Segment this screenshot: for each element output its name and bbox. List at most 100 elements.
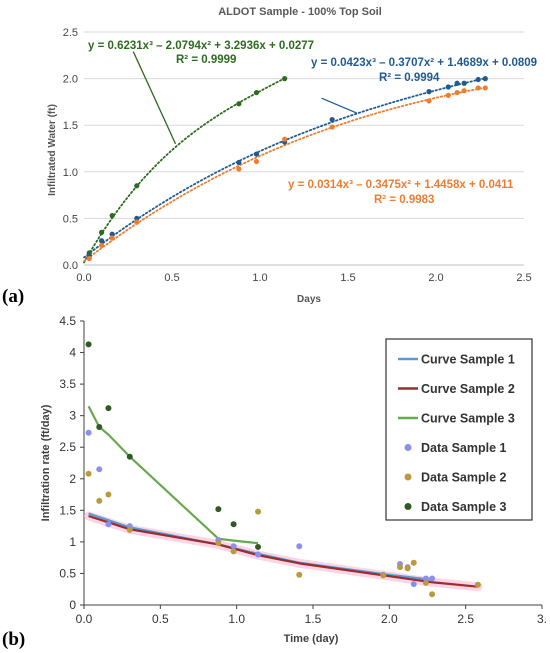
point-blue: [253, 151, 260, 157]
chart-a-y-axis-title: Infiltrated Water (ft): [47, 104, 58, 196]
data-sample-2-point: [397, 564, 404, 571]
x-tick-label: 0.0: [76, 272, 91, 284]
x-tick-label: 2.5: [516, 272, 531, 284]
point-blue: [134, 215, 140, 221]
legend-marker-swatch: [404, 503, 412, 510]
data-sample-1-point: [96, 466, 103, 473]
data-sample-1-point: [410, 581, 417, 588]
chart-b-x-ticks: 0.0 0.5 1.0 1.5 2.0 2.5 3.: [76, 612, 547, 626]
chart-a-gridlines: [84, 31, 524, 219]
y-tick-label: 2.0: [63, 74, 78, 86]
y-tick-label: 3.5: [59, 377, 76, 391]
legend-label: Curve Sample 2: [421, 382, 515, 396]
data-sample-2-point: [429, 591, 436, 598]
chart-a-trendlines: [83, 77, 487, 264]
legend-label: Data Sample 1: [421, 441, 507, 455]
point-green: [253, 89, 260, 96]
leader-line-green: [132, 51, 177, 145]
x-tick-label: 1.5: [340, 272, 355, 284]
data-sample-2-point: [404, 565, 411, 572]
x-tick-label: 2.5: [457, 612, 474, 626]
point-blue: [475, 76, 481, 83]
equation-label-orange: y = 0.0314x³ – 0.3475x² + 1.4458x + 0.04…: [288, 179, 514, 206]
point-orange: [282, 136, 288, 142]
y-tick-label: 4: [69, 346, 76, 360]
point-blue: [461, 80, 467, 86]
legend-label: Data Sample 3: [421, 500, 507, 514]
chart-a-x-ticks: 0.0 0.5 1.0 1.5 2.0 2.5: [76, 272, 531, 284]
point-green: [282, 76, 288, 82]
point-blue: [482, 76, 488, 82]
curve-sample-2-halo: [84, 511, 483, 592]
r2-green: R² = 0.9999: [176, 54, 236, 66]
x-tick-label: 1.0: [228, 612, 245, 626]
data-sample-1-point: [255, 551, 262, 558]
point-blue: [426, 89, 432, 95]
y-tick-label: 0.5: [59, 566, 76, 580]
point-orange: [445, 92, 451, 98]
equation-blue: y = 0.0423x³ – 0.3707x² + 1.4689x + 0.08…: [311, 57, 537, 69]
chart-a-x-axis-title: Days: [297, 294, 321, 305]
point-orange: [109, 235, 115, 241]
chart-b-axes: [80, 320, 543, 609]
x-tick-label: 1.5: [305, 612, 322, 626]
point-orange: [86, 255, 92, 262]
r2-orange: R² = 0.9983: [374, 194, 434, 206]
equation-green: y = 0.6231x³ – 2.0794x² + 3.2936x + 0.02…: [88, 40, 314, 52]
chart-a-leader-lines: [132, 51, 358, 145]
data-sample-1-point: [230, 543, 237, 550]
legend-entry: Data Sample 1: [404, 441, 507, 455]
data-sample-1-point: [105, 521, 112, 528]
x-tick-label: 1.0: [252, 272, 267, 284]
point-orange: [454, 89, 460, 96]
legend-entries: Curve Sample 1 Curve Sample 2 Curve Sample…: [398, 353, 515, 514]
x-tick-label: 0.0: [76, 612, 93, 626]
x-tick-label: 0.5: [152, 612, 169, 626]
point-green: [99, 229, 105, 235]
data-sample-2-point: [96, 497, 103, 504]
point-orange: [99, 242, 105, 249]
data-sample-1-point: [296, 543, 303, 550]
point-blue: [329, 117, 335, 123]
data-sample-2-point: [126, 526, 133, 533]
y-tick-label: 0.0: [63, 260, 78, 272]
panel-label-a: (a): [2, 286, 24, 307]
chart-a-points: [86, 76, 488, 262]
data-sample-3-point: [126, 453, 133, 460]
equation-label-green: y = 0.6231x³ – 2.0794x² + 3.2936x + 0.02…: [88, 40, 314, 66]
equation-orange: y = 0.0314x³ – 0.3475x² + 1.4458x + 0.04…: [288, 179, 514, 191]
point-green: [236, 101, 242, 107]
y-tick-label: 1.0: [63, 167, 78, 179]
data-sample-3-point: [255, 543, 262, 550]
data-sample-2-point: [215, 540, 222, 547]
data-sample-3-point: [96, 424, 103, 431]
y-tick-label: 1.5: [59, 503, 76, 517]
point-blue: [109, 231, 115, 237]
y-tick-label: 3: [69, 409, 76, 423]
data-sample-2-point: [296, 571, 303, 578]
legend-entry: Curve Sample 3: [398, 412, 515, 426]
data-sample-2-point: [255, 508, 262, 515]
y-tick-label: 2.5: [63, 27, 78, 39]
y-tick-label: 0: [69, 598, 76, 612]
chart-b-points: [85, 341, 481, 598]
chart-b-x-axis-title: Time (day): [284, 633, 339, 645]
data-sample-2-point: [410, 559, 417, 566]
x-tick-label: 2.0: [428, 272, 443, 284]
chart-a-y-ticks: 0.0 0.5 1.0 1.5 2.0 2.5: [63, 27, 78, 272]
data-sample-2-point: [380, 572, 387, 579]
legend-entry: Curve Sample 1: [398, 353, 515, 367]
data-sample-3-point: [230, 521, 237, 528]
y-tick-label: 0.5: [63, 213, 78, 225]
y-tick-label: 1.5: [63, 120, 78, 132]
data-sample-1-point: [422, 575, 429, 582]
point-orange: [253, 158, 260, 165]
point-orange: [329, 124, 335, 130]
y-tick-label: 4.5: [59, 314, 76, 328]
y-tick-label: 1: [69, 535, 76, 549]
chart-a-title: ALDOT Sample - 100% Top Soil: [218, 6, 382, 18]
x-tick-label: 2.0: [381, 612, 398, 626]
point-orange: [426, 98, 432, 104]
point-blue: [445, 84, 451, 90]
